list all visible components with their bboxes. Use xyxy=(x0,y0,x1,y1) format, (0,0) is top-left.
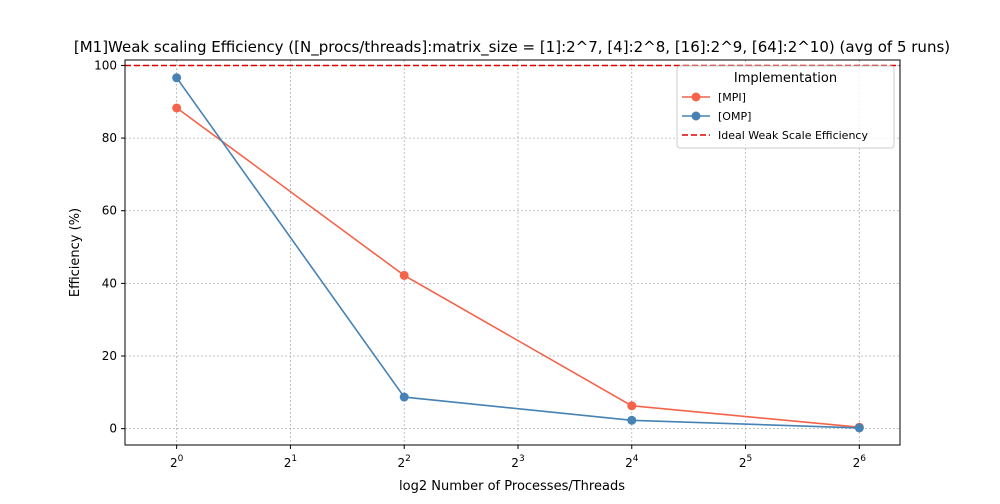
y-axis-ticks: 0 20 40 60 80 100 xyxy=(94,58,125,436)
legend: Implementation [MPI] [OMP] Ideal Weak Scal… xyxy=(676,65,895,149)
x-tick-label: 26 xyxy=(853,454,867,470)
legend-title: Implementation xyxy=(734,71,837,86)
x-axis-ticks: 20 21 22 23 24 25 26 xyxy=(170,445,866,470)
x-tick-label: 23 xyxy=(511,454,524,470)
chart-title: [M1]Weak scaling Efficiency ([N_procs/th… xyxy=(74,38,950,57)
x-tick-label: 24 xyxy=(625,454,639,470)
y-tick-label: 0 xyxy=(109,422,117,436)
legend-swatch-marker xyxy=(691,92,701,102)
legend-label: [MPI] xyxy=(718,91,746,104)
x-tick-label: 21 xyxy=(284,454,297,470)
x-tick-label: 22 xyxy=(398,454,411,470)
plot-frame xyxy=(124,59,901,446)
y-tick-label: 40 xyxy=(102,276,117,290)
legend-label: Ideal Weak Scale Efficiency xyxy=(718,129,868,142)
series-point-1 xyxy=(399,392,409,402)
x-tick-label: 25 xyxy=(739,454,752,470)
y-tick-label: 60 xyxy=(102,204,117,218)
y-tick-label: 80 xyxy=(102,131,117,145)
x-tick-label: 20 xyxy=(170,454,184,470)
series-point-1 xyxy=(627,415,637,425)
series-point-1 xyxy=(854,423,864,433)
series-point-0 xyxy=(627,401,637,411)
legend-swatch-marker xyxy=(691,111,701,121)
legend-box xyxy=(676,65,895,149)
series-point-1 xyxy=(172,73,182,83)
series-layer xyxy=(172,73,864,433)
x-axis-title: log2 Number of Processes/Threads xyxy=(399,479,625,494)
legend-items: [MPI] [OMP] Ideal Weak Scale Efficiency xyxy=(682,91,868,142)
series-line-1 xyxy=(176,77,860,429)
y-tick-label: 100 xyxy=(94,58,117,72)
series-line-0 xyxy=(176,107,860,428)
legend-label: [OMP] xyxy=(718,110,751,123)
y-axis-title: Efficiency (%) xyxy=(68,208,83,297)
y-tick-label: 20 xyxy=(102,349,117,363)
series-point-0 xyxy=(172,103,182,113)
series-point-0 xyxy=(399,270,409,280)
